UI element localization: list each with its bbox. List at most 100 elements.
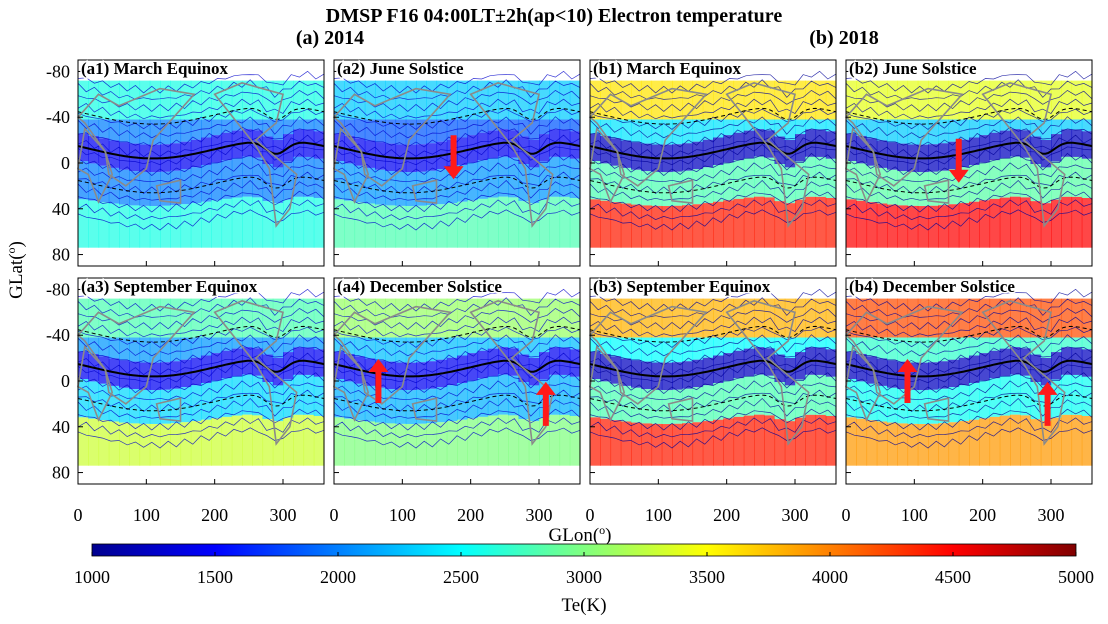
- te-cell: [620, 385, 632, 422]
- te-cell: [764, 415, 776, 466]
- contour-line: [333, 134, 581, 158]
- te-cell: [620, 421, 632, 466]
- te-cell: [641, 119, 653, 144]
- te-cell: [1030, 119, 1042, 137]
- contour-line: [333, 427, 581, 449]
- te-cell: [334, 298, 345, 338]
- te-cell: [569, 158, 581, 199]
- contour-line: [77, 297, 325, 318]
- contour-line: [589, 116, 837, 139]
- te-cell: [958, 385, 970, 422]
- te-cell: [1051, 80, 1062, 120]
- te-cell: [825, 416, 837, 466]
- te-cell: [887, 337, 898, 361]
- dip-equator-line: [77, 141, 325, 160]
- te-cell: [119, 204, 130, 248]
- te-cell: [549, 156, 561, 197]
- te-cell: [231, 119, 243, 131]
- arrow-head: [535, 381, 556, 395]
- te-cell: [395, 423, 407, 466]
- contour-line: [589, 70, 837, 94]
- te-cell: [518, 201, 530, 248]
- te-cell: [723, 119, 735, 136]
- te-cell: [948, 119, 960, 142]
- te-cell: [907, 80, 919, 120]
- te-cell: [733, 416, 745, 466]
- contour-line: [77, 361, 325, 384]
- te-cell: [242, 374, 253, 415]
- te-cell: [436, 80, 448, 120]
- arrow-head: [897, 359, 918, 372]
- te-cell: [928, 337, 939, 363]
- coastline: [213, 300, 298, 446]
- te-cell: [375, 80, 386, 120]
- te-cell: [98, 420, 110, 466]
- te-cell: [958, 167, 970, 204]
- te-cell: [846, 298, 857, 338]
- te-cell: [600, 200, 612, 248]
- te-cell: [887, 204, 898, 248]
- te-cell: [1061, 374, 1073, 415]
- te-cell: [78, 337, 89, 352]
- te-cell: [436, 422, 448, 466]
- te-cell: [201, 201, 212, 248]
- te-cell: [641, 205, 653, 248]
- te-cell: [866, 165, 878, 203]
- te-cell: [528, 298, 540, 338]
- te-cell: [395, 80, 407, 120]
- te-cell: [344, 418, 356, 466]
- te-cell: [692, 298, 704, 338]
- te-cell: [999, 298, 1011, 338]
- te-cell: [907, 298, 919, 338]
- te-cell: [211, 200, 223, 248]
- contour-line: [77, 180, 325, 201]
- dip-latitude-dashed-line: [845, 176, 1093, 194]
- te-cell: [190, 119, 202, 140]
- te-cell: [1071, 414, 1083, 466]
- y-tick-label: 40: [52, 417, 70, 437]
- te-cell: [149, 119, 161, 145]
- te-cell: [139, 119, 151, 145]
- te-cell: [549, 119, 561, 130]
- te-cell: [221, 298, 233, 338]
- chart-title: DMSP F16 04:00LT±2h(ap<10) Electron temp…: [326, 5, 783, 27]
- te-cell: [651, 205, 663, 248]
- te-cell: [876, 119, 888, 141]
- te-cell: [784, 421, 796, 466]
- te-cell: [498, 156, 509, 197]
- te-cell: [283, 379, 294, 418]
- te-cell: [805, 414, 817, 466]
- te-cell: [416, 423, 427, 466]
- contour-line: [77, 108, 325, 130]
- te-cell: [416, 119, 427, 145]
- te-cell: [539, 119, 550, 135]
- te-cell: [1030, 201, 1042, 248]
- te-cell: [815, 119, 827, 130]
- te-cell: [303, 414, 315, 466]
- contour-line: [589, 98, 837, 120]
- te-cell: [846, 80, 857, 120]
- te-cell: [631, 298, 642, 338]
- te-cell: [313, 376, 325, 417]
- te-cell: [108, 298, 120, 338]
- coastline: [667, 179, 694, 204]
- dip-latitude-dashed-line: [589, 325, 837, 343]
- te-cell: [1081, 80, 1093, 120]
- te-cell: [815, 196, 827, 248]
- te-cell: [1030, 419, 1042, 466]
- te-cell: [129, 171, 141, 206]
- dip-latitude-dashed-line: [589, 176, 837, 194]
- te-cell: [354, 80, 366, 120]
- te-cell: [590, 417, 601, 466]
- te-cell: [1081, 298, 1093, 338]
- te-cell: [856, 418, 868, 466]
- te-cell: [313, 80, 325, 120]
- te-cell: [119, 119, 130, 143]
- te-cell: [180, 337, 192, 360]
- te-cell: [477, 416, 489, 466]
- te-cell: [190, 167, 202, 204]
- contour-line: [589, 326, 837, 348]
- te-cell: [876, 203, 888, 248]
- coastline: [411, 397, 438, 422]
- te-cell: [487, 197, 499, 248]
